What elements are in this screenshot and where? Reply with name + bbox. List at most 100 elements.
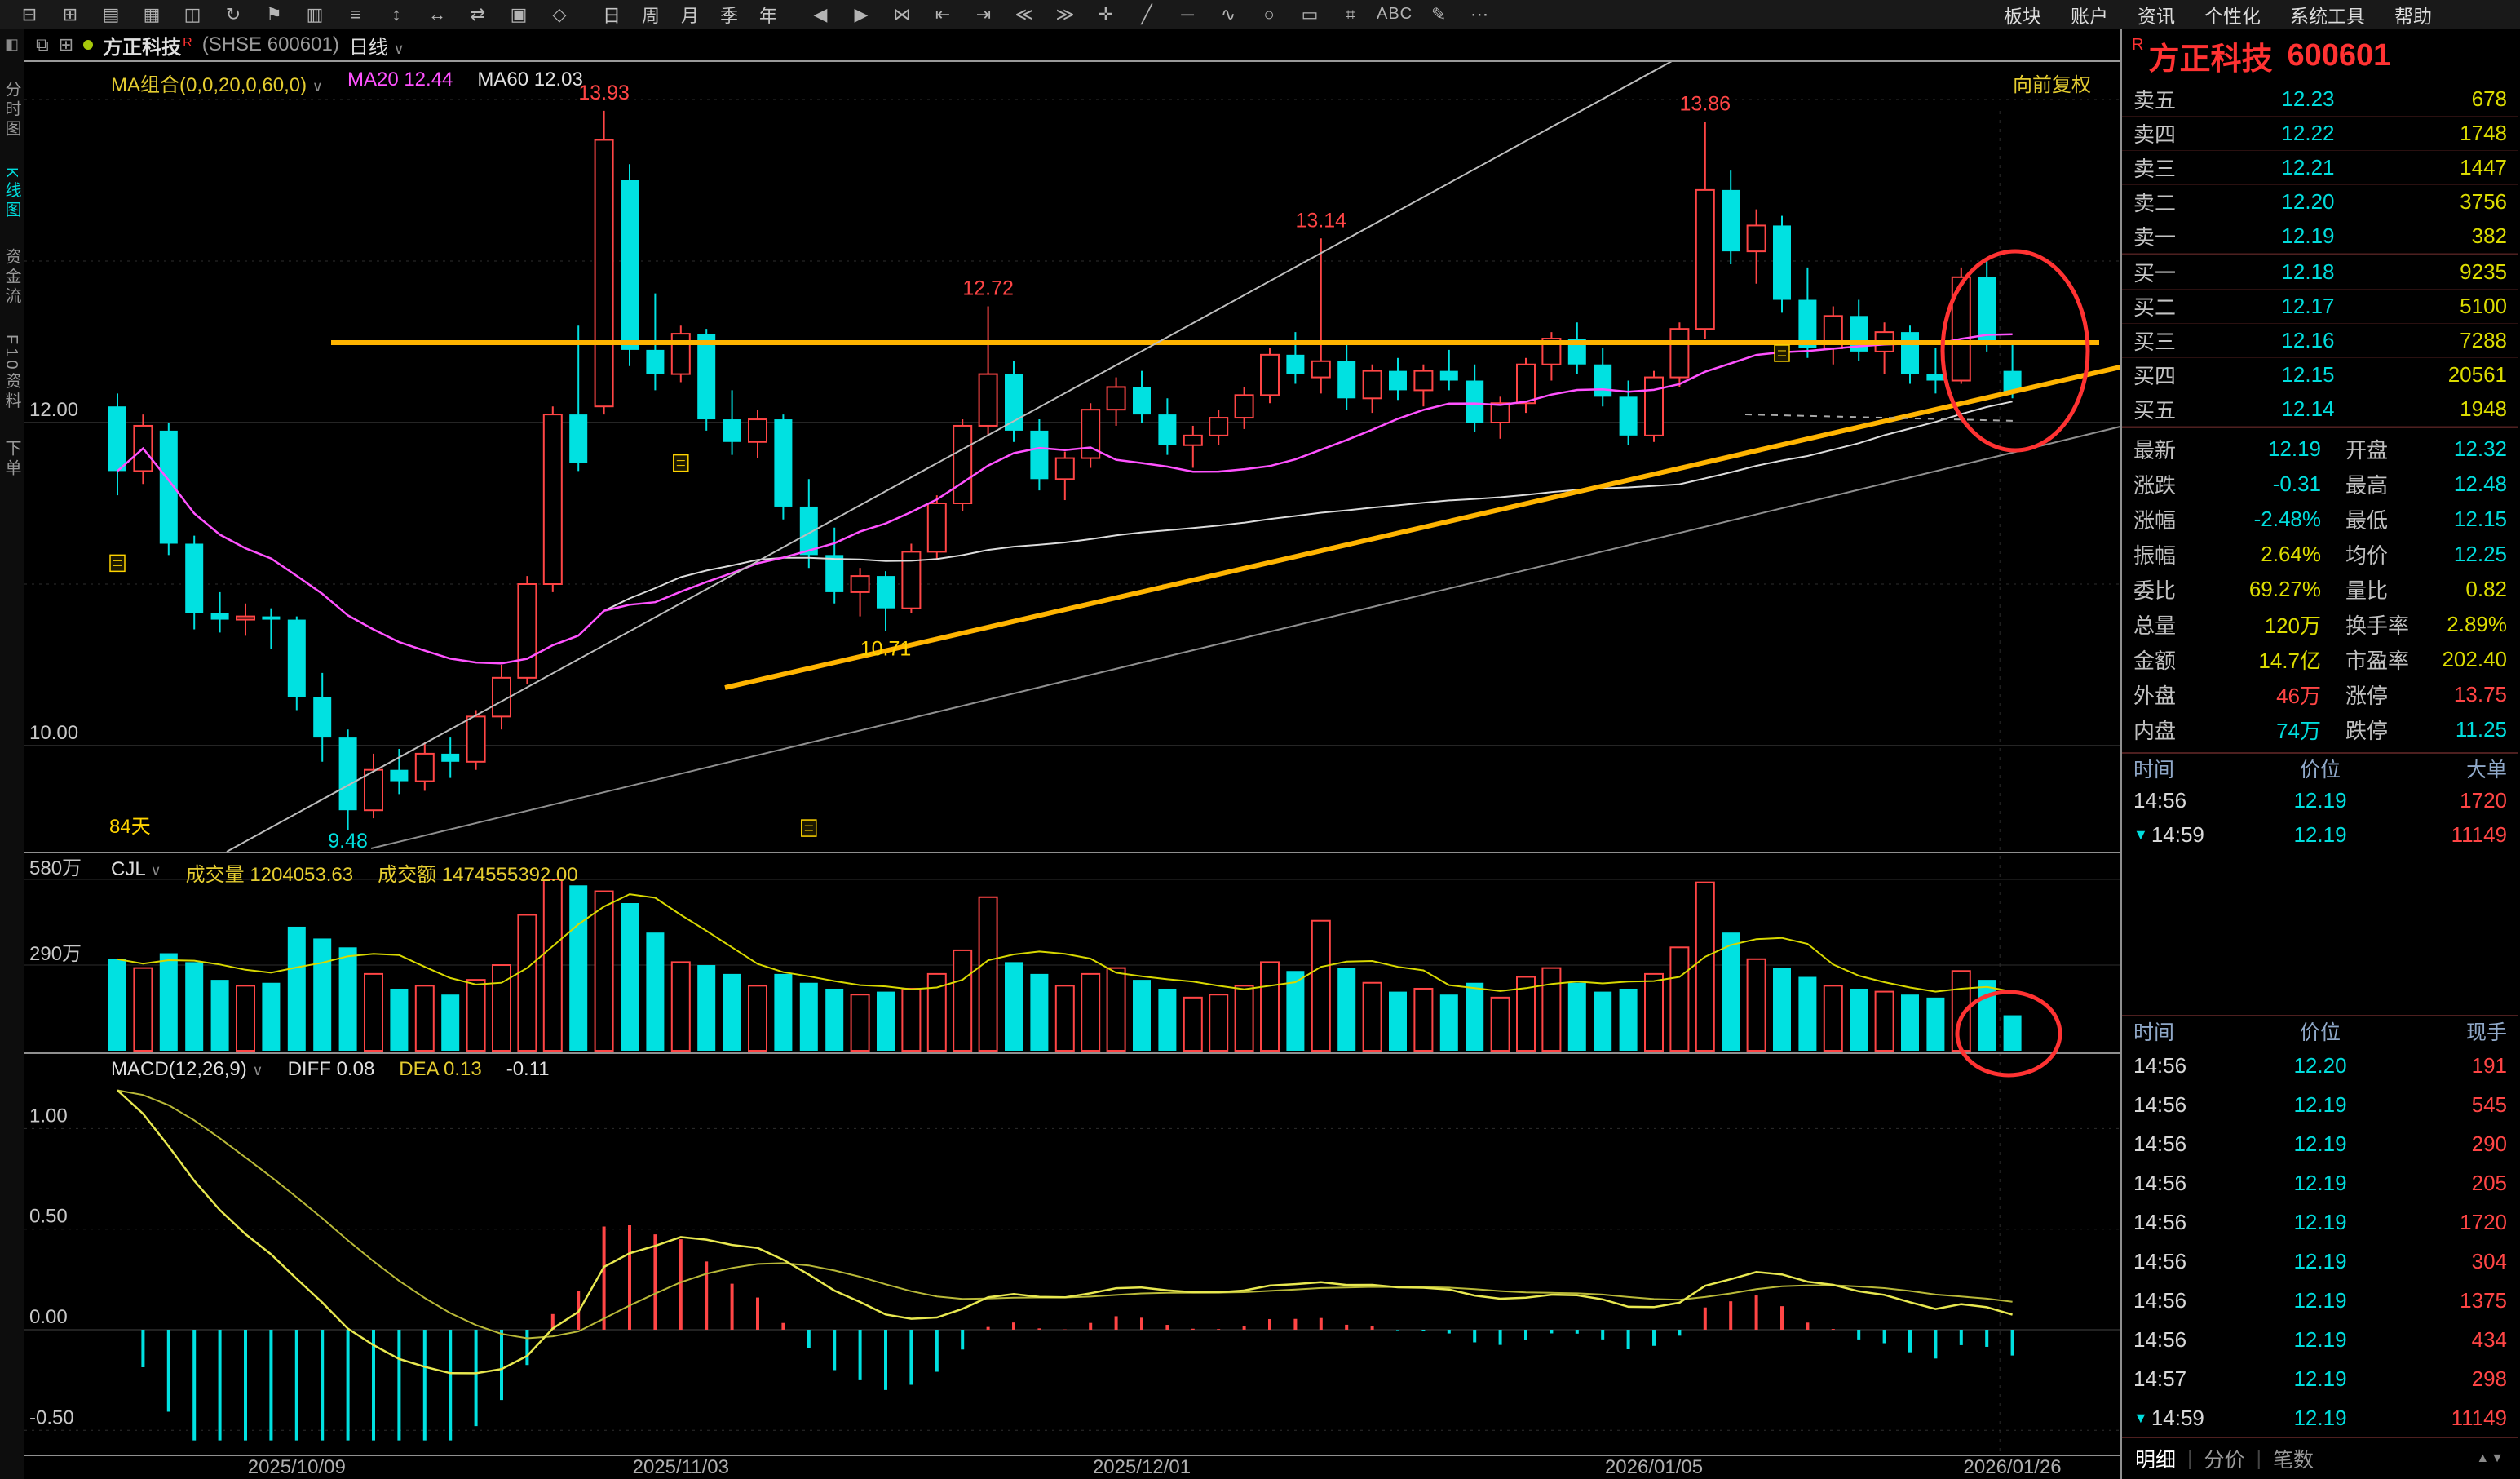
trade-row[interactable]: ▼ 14:59 12.19 11149 xyxy=(2122,1398,2518,1437)
trade-row[interactable]: 14:56 12.19 545 xyxy=(2122,1085,2518,1124)
toolbar-menu-item[interactable]: 账户 xyxy=(2071,5,2108,27)
diff-value-label: DIFF 0.08 xyxy=(287,1058,375,1080)
tab-分价[interactable]: 分价 xyxy=(2204,1449,2245,1472)
macd-indicator-selector[interactable]: MACD(12,26,9) ∨ xyxy=(111,1058,263,1080)
period-3-button[interactable]: 月 xyxy=(680,5,699,26)
order-book-row[interactable]: 买五 12.14 1948 xyxy=(2122,392,2518,427)
tab-separator: | xyxy=(2256,1446,2262,1470)
toolbar-menu-item[interactable]: 资讯 xyxy=(2138,5,2175,27)
toolbar-menu-item[interactable]: 帮助 xyxy=(2394,5,2432,27)
trade-price: 12.19 xyxy=(2293,1170,2347,1195)
trade-row[interactable]: 14:56 12.19 1375 xyxy=(2122,1281,2518,1320)
sidebar-item-K线图[interactable]: K线图 xyxy=(2,167,20,221)
window-tile-icon[interactable]: ⊞ xyxy=(58,34,74,55)
period-selector[interactable]: 日线 ∨ xyxy=(349,31,405,60)
swap-panels-icon[interactable]: ⇄ xyxy=(470,3,486,24)
trade-row[interactable]: ▼ 14:59 12.19 11149 xyxy=(2122,817,2518,852)
trade-row[interactable]: 14:56 12.20 191 xyxy=(2122,1046,2518,1085)
trade-row[interactable]: 14:56 12.19 304 xyxy=(2122,1242,2518,1281)
rectangle-tool-icon[interactable]: ▭ xyxy=(1301,3,1319,24)
stock-chart-canvas[interactable]: 12.00 10.00 580万 290万 1.00 0.50 0.00 -0.50 13.93… xyxy=(24,62,2120,1479)
sidebar-item-资金流[interactable]: 资金流 xyxy=(2,248,20,308)
link-windows-icon[interactable]: ⊟ xyxy=(21,3,38,24)
text-tool-button[interactable]: ABC xyxy=(1377,5,1413,23)
tick-list-header: 时间 价位 现手 xyxy=(2122,1015,2518,1046)
chevron-down-icon: ∨ xyxy=(252,1062,263,1078)
stats-row: 总量 120万 换手率 2.89% xyxy=(2133,607,2507,642)
order-quantity: 7288 xyxy=(2460,328,2507,352)
zoom-in-icon[interactable]: ≫ xyxy=(1055,3,1075,24)
order-book-row[interactable]: 卖二 12.20 3756 xyxy=(2122,185,2518,219)
window-cascade-icon[interactable]: ⧉ xyxy=(36,34,49,55)
svg-text:13.93: 13.93 xyxy=(578,82,630,104)
trade-quantity: 1375 xyxy=(2460,1287,2508,1313)
period-1-button[interactable]: 日 xyxy=(602,5,621,26)
trade-row[interactable]: 14:56 12.19 1720 xyxy=(2122,783,2518,817)
crosshair-tool-icon[interactable]: ✛ xyxy=(1098,3,1114,24)
order-book-row[interactable]: 买一 12.18 9235 xyxy=(2122,255,2518,290)
stat-label: 涨幅 xyxy=(2133,508,2177,533)
tab-笔数[interactable]: 笔数 xyxy=(2273,1449,2314,1472)
trade-row[interactable]: 14:57 12.19 298 xyxy=(2122,1359,2518,1398)
stats-row: 涨跌 -0.31 最高 12.48 xyxy=(2133,467,2507,502)
grid-layout-icon[interactable]: ⊞ xyxy=(62,3,78,24)
ma-group-selector[interactable]: MA组合(0,0,20,0,60,0) ∨ xyxy=(111,74,323,96)
period-5-button[interactable]: 年 xyxy=(758,5,777,26)
order-book-row[interactable]: 买三 12.16 7288 xyxy=(2122,324,2518,358)
split-view-icon[interactable]: ◫ xyxy=(183,3,201,24)
trade-price: 12.19 xyxy=(2293,1287,2347,1313)
sidebar-item-分时图[interactable]: 分时图 xyxy=(2,81,20,139)
compare-icon[interactable]: ⋈ xyxy=(893,3,911,24)
pen-tool-icon[interactable]: ✎ xyxy=(1430,3,1447,24)
scroll-arrows[interactable]: ▲▼ xyxy=(2476,1451,2505,1465)
toolbar-menu-item[interactable]: 板块 xyxy=(2004,5,2041,27)
trade-quantity: 1720 xyxy=(2460,1209,2508,1234)
channel-tool-icon[interactable]: ⌗ xyxy=(1345,3,1356,24)
refresh-icon[interactable]: ↻ xyxy=(225,3,241,24)
adjust-mode-label[interactable]: 向前复权 xyxy=(2013,74,2091,96)
indicator-icon[interactable]: ◇ xyxy=(552,3,567,24)
overlay-icon[interactable]: ▣ xyxy=(510,3,528,24)
chart-panel-icon[interactable]: ▤ xyxy=(102,3,120,24)
list-view-icon[interactable]: ≡ xyxy=(350,3,361,24)
trade-quantity: 434 xyxy=(2471,1326,2508,1352)
prev-bar-icon[interactable]: ◀ xyxy=(813,3,828,24)
trade-quantity: 11149 xyxy=(2451,1405,2508,1430)
info-panel-icon[interactable]: ▥ xyxy=(306,3,324,24)
horizontal-line-tool-icon[interactable]: ─ xyxy=(1181,3,1194,24)
trade-row[interactable]: 14:56 12.19 1720 xyxy=(2122,1202,2518,1242)
collapse-panel-icon[interactable]: ◧ xyxy=(4,36,19,52)
order-book-row[interactable]: 买四 12.15 20561 xyxy=(2122,358,2518,392)
trendline-tool-icon[interactable]: ╱ xyxy=(1141,3,1152,24)
sidebar-item-F10资料[interactable]: F10资料 xyxy=(2,334,20,412)
alert-icon[interactable]: ⚑ xyxy=(266,3,282,24)
toolbar-menu-item[interactable]: 个性化 xyxy=(2204,5,2261,27)
trade-row[interactable]: 14:56 12.19 290 xyxy=(2122,1124,2518,1163)
wave-tool-icon[interactable]: ∿ xyxy=(1220,3,1236,24)
toolbar-menu-item[interactable]: 系统工具 xyxy=(2290,5,2365,27)
jump-start-icon[interactable]: ⇤ xyxy=(935,3,951,24)
tab-明细[interactable]: 明细 xyxy=(2135,1449,2177,1472)
jump-end-icon[interactable]: ⇥ xyxy=(975,3,992,24)
volume-indicator-selector[interactable]: CJL ∨ xyxy=(111,858,161,880)
order-price: 12.16 xyxy=(2281,328,2335,352)
period-4-button[interactable]: 季 xyxy=(719,5,738,26)
trade-row[interactable]: 14:56 12.19 434 xyxy=(2122,1320,2518,1359)
quote-board-icon[interactable]: ▦ xyxy=(143,3,161,24)
period-2-button[interactable]: 周 xyxy=(641,5,660,26)
stat-label: 市盈率 xyxy=(2345,649,2410,673)
order-book-row[interactable]: 买二 12.17 5100 xyxy=(2122,290,2518,324)
sidebar-item-下单[interactable]: 下单 xyxy=(2,439,20,479)
trade-row[interactable]: 14:56 12.19 205 xyxy=(2122,1163,2518,1202)
ellipse-tool-icon[interactable]: ○ xyxy=(1263,3,1275,24)
amount-value-label: 成交额 1474555392.00 xyxy=(378,864,578,886)
order-book-row[interactable]: 卖三 12.21 1447 xyxy=(2122,151,2518,185)
expand-horizontal-icon[interactable]: ↔ xyxy=(428,3,446,24)
order-book-row[interactable]: 卖一 12.19 382 xyxy=(2122,219,2518,254)
more-tools-icon[interactable]: ⋯ xyxy=(1470,3,1489,24)
order-book-row[interactable]: 卖五 12.23 678 xyxy=(2122,82,2518,117)
order-book-row[interactable]: 卖四 12.22 1748 xyxy=(2122,117,2518,151)
expand-vertical-icon[interactable]: ↕ xyxy=(391,3,401,24)
zoom-out-icon[interactable]: ≪ xyxy=(1015,3,1034,24)
next-bar-icon[interactable]: ▶ xyxy=(854,3,869,24)
